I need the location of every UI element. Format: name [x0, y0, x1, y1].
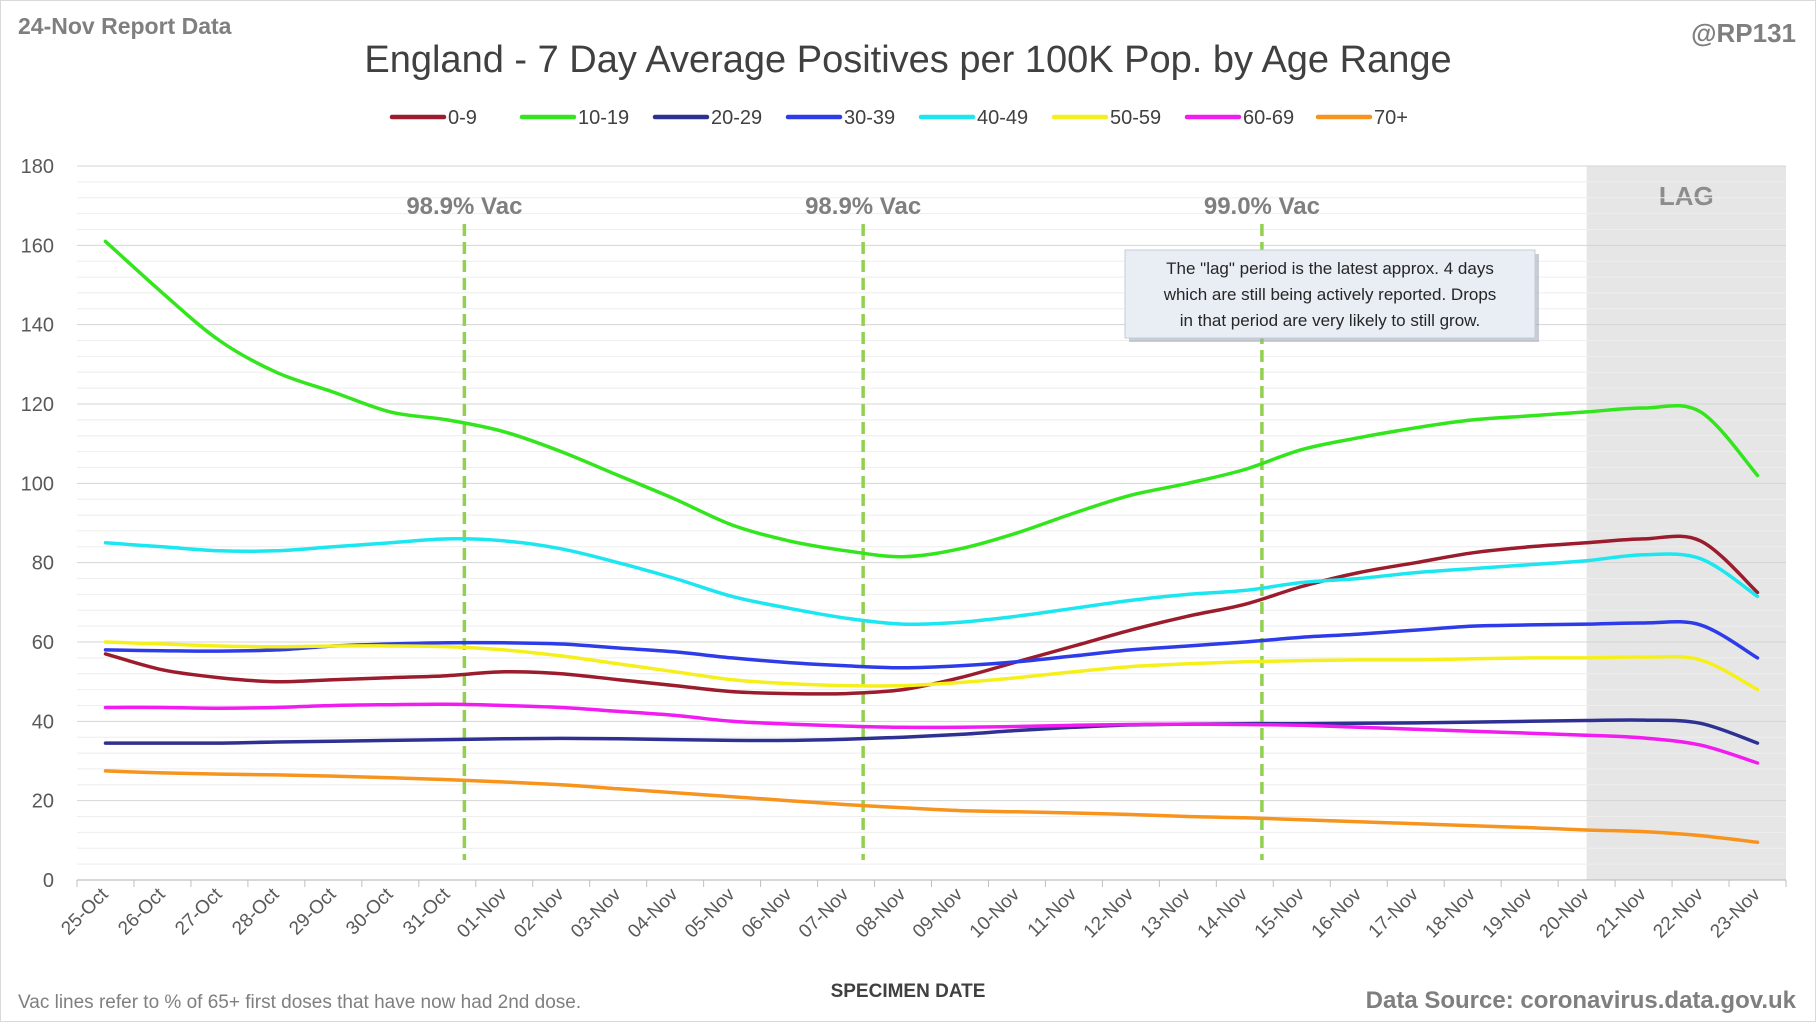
y-tick-label: 0 [43, 870, 54, 892]
series-line-70+ [103, 769, 1760, 845]
vac-markers: 98.9% Vac 98.9% Vac 99.0% Vac [406, 193, 1320, 860]
legend-label: 50-59 [1110, 107, 1161, 129]
y-tick-label: 80 [32, 553, 54, 575]
legend-label: 60-69 [1243, 107, 1294, 129]
legend-label: 40-49 [977, 107, 1028, 129]
x-axis-title: SPECIMEN DATE [831, 981, 986, 1002]
lag-region: LAG [1586, 166, 1786, 880]
vac-marker-label: 98.9% Vac [805, 193, 921, 220]
y-tick-label: 180 [21, 156, 54, 178]
legend-item-30-39: 30-39 [785, 107, 895, 129]
lag-label: LAG [1659, 181, 1714, 211]
y-tick-label: 60 [32, 632, 54, 654]
vac-marker-label: 99.0% Vac [1204, 193, 1320, 220]
author-handle: @RP131 [1691, 18, 1796, 48]
legend-label: 30-39 [844, 107, 895, 129]
legend: 0-9 10-19 20-29 30-39 40-49 50-59 60-69 70+ [389, 107, 1408, 129]
y-tick-label: 140 [21, 315, 54, 337]
lag-shade [1586, 166, 1786, 880]
chart-title: England - 7 Day Average Positives per 10… [364, 39, 1451, 81]
y-tick-label: 40 [32, 711, 54, 733]
legend-item-50-59: 50-59 [1051, 107, 1161, 129]
legend-label: 70+ [1374, 107, 1408, 129]
vac-footnote: Vac lines refer to % of 65+ first doses … [18, 992, 581, 1013]
series-lines [103, 239, 1760, 845]
note-line: which are still being actively reported.… [1163, 285, 1497, 304]
series-line-30-39 [103, 620, 1760, 670]
legend-item-0-9: 0-9 [389, 107, 477, 129]
series-line-40-49 [103, 537, 1760, 627]
note-line: The "lag" period is the latest approx. 4… [1166, 259, 1494, 278]
y-tick-label: 120 [21, 394, 54, 416]
y-tick-label: 160 [21, 235, 54, 257]
legend-item-10-19: 10-19 [519, 107, 629, 129]
legend-item-60-69: 60-69 [1184, 107, 1294, 129]
note-line: in that period are very likely to still … [1180, 311, 1480, 330]
report-date-label: 24-Nov Report Data [18, 13, 232, 39]
series-line-10-19 [103, 239, 1760, 559]
series-line-20-29 [103, 718, 1760, 745]
legend-item-40-49: 40-49 [918, 107, 1028, 129]
legend-label: 20-29 [711, 107, 762, 129]
y-tick-label: 100 [21, 473, 54, 495]
note-box [1124, 249, 1536, 339]
vac-marker-label: 98.9% Vac [406, 193, 522, 220]
legend-item-70+: 70+ [1315, 107, 1408, 129]
data-source: Data Source: coronavirus.data.gov.uk [1366, 987, 1797, 1014]
legend-item-20-29: 20-29 [652, 107, 762, 129]
series-line-50-59 [103, 640, 1760, 692]
legend-label: 10-19 [578, 107, 629, 129]
y-tick-label: 20 [32, 791, 54, 813]
series-line-60-69 [103, 702, 1760, 765]
legend-label: 0-9 [448, 107, 477, 129]
lag-note: The "lag" period is the latest approx. 4… [1124, 249, 1539, 342]
